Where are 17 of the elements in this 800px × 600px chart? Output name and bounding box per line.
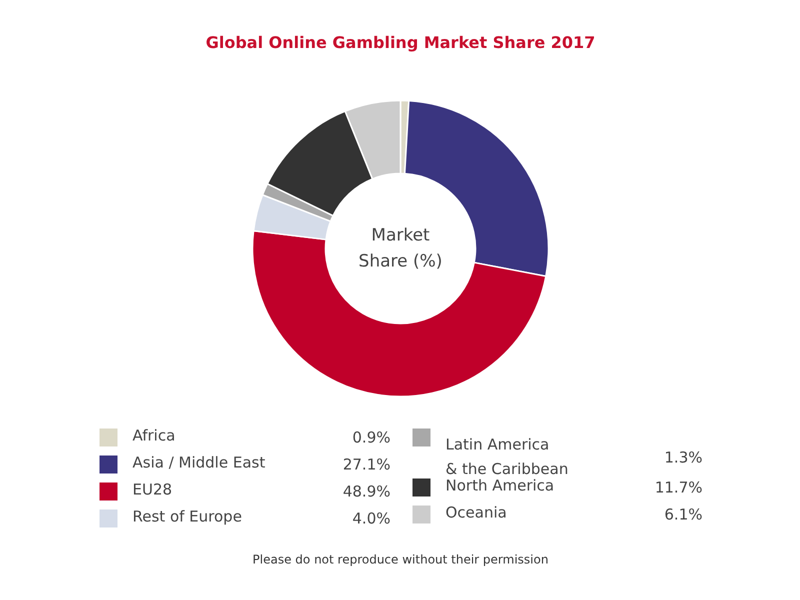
- data-label: 48.9%: [342, 482, 391, 500]
- data-label: 6.1%: [664, 506, 702, 524]
- legend-label: Latin America & the Caribbean: [446, 436, 568, 478]
- legend-label: Oceania: [446, 504, 507, 522]
- data-label: 4.0%: [352, 510, 390, 528]
- legend-label: Asia / Middle East: [132, 454, 266, 472]
- text: Please do not reproduce without their permission: [252, 552, 548, 566]
- data-label: 0.9%: [352, 428, 390, 446]
- data-label: 11.7%: [654, 478, 703, 496]
- data-label: 1.3%: [664, 448, 702, 466]
- legend-label: Africa: [132, 426, 176, 444]
- legend-label: Rest of Europe: [132, 508, 242, 526]
- text: Market Share (%): [358, 226, 442, 272]
- chart-title: Global Online Gambling Market Share 2017: [206, 33, 596, 52]
- legend-label: North America: [446, 476, 554, 494]
- legend-label: EU28: [132, 480, 172, 498]
- data-label: 27.1%: [342, 456, 391, 474]
